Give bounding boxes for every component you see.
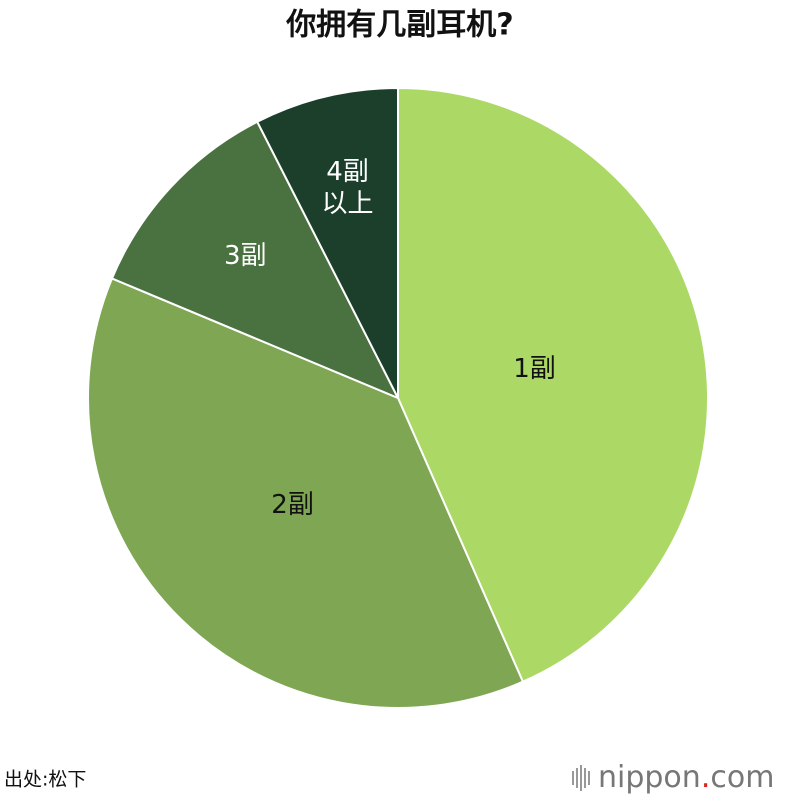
slice-label: 3副 xyxy=(223,241,267,272)
logo: nippon.com xyxy=(598,760,774,795)
logo-name: nippon xyxy=(598,760,701,795)
pie-slice xyxy=(397,86,709,684)
source: 出处:松下 xyxy=(4,769,86,791)
chart-title: 你拥有几副耳机? xyxy=(285,8,513,43)
slice-label: 4副以上 xyxy=(321,156,374,219)
pie-slice xyxy=(255,86,399,399)
pie-slice xyxy=(110,120,401,400)
pie-slice xyxy=(87,277,525,709)
slice-label: 2副 xyxy=(271,490,314,521)
logo-domain: com xyxy=(710,760,774,795)
slice-label: 1副 xyxy=(513,354,556,385)
logo-icon xyxy=(572,765,590,791)
logo-dot: . xyxy=(701,760,711,795)
